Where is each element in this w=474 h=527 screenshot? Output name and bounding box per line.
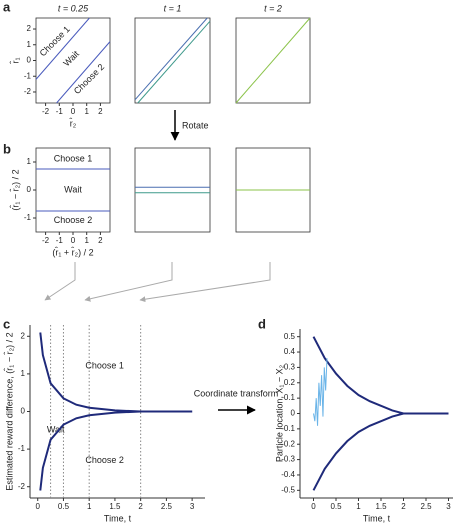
connector — [44, 262, 76, 301]
x-tick-label: 1.5 — [109, 502, 121, 511]
y-axis-label: Particle location, X₁ − X₂ — [274, 364, 284, 462]
series-line — [134, 17, 208, 101]
y-tick-label: -1 — [24, 213, 32, 222]
panel-title: t = 0.25 — [58, 3, 89, 13]
region-label: Wait — [61, 48, 81, 68]
y-tick-label: 2 — [27, 24, 32, 33]
x-tick-label: -2 — [42, 107, 50, 116]
x-tick-label: 2 — [98, 107, 103, 116]
x-tick-label: 1 — [84, 236, 89, 245]
y-tick-label: -1 — [24, 71, 32, 80]
series-line — [39, 410, 193, 491]
x-tick-label: 1.5 — [375, 502, 387, 511]
y-tick-label: 0.2 — [284, 378, 296, 387]
y-axis-label: Estimated reward difference, (r̂₁ − r̂₂)… — [4, 332, 15, 490]
x-tick-label: 3 — [446, 502, 451, 511]
connector — [84, 262, 173, 302]
series-line — [137, 20, 211, 104]
region-label: Choose 2 — [85, 455, 124, 465]
y-tick-label: -0.1 — [281, 424, 295, 433]
x-tick-label: -1 — [56, 107, 64, 116]
series-line — [313, 358, 328, 426]
y-tick-label: 0.4 — [284, 347, 296, 356]
x-tick-label: 1 — [84, 107, 89, 116]
connector — [139, 262, 271, 303]
x-tick-label: 3 — [190, 502, 195, 511]
x-tick-label: 0.5 — [58, 502, 70, 511]
x-tick-label: 0 — [35, 502, 40, 511]
y-axis-label: (r̂₁ − r̂₂) / 2 — [10, 169, 21, 210]
plot-frame — [235, 17, 311, 104]
region-label: Choose 1 — [85, 361, 124, 371]
plot-frame — [134, 147, 211, 233]
x-tick-label: 2 — [138, 502, 143, 511]
panel-title: t = 2 — [264, 3, 282, 13]
y-tick-label: -0.2 — [281, 439, 295, 448]
y-tick-label: -1 — [18, 444, 26, 453]
series-line — [312, 336, 449, 415]
y-tick-label: 1 — [27, 40, 32, 49]
x-tick-label: 2 — [98, 236, 103, 245]
region-label: Choose 2 — [54, 215, 93, 225]
x-axis-label: r̂₂ — [69, 118, 77, 129]
rotate-label: Rotate — [182, 120, 209, 130]
y-tick-label: -2 — [24, 87, 32, 96]
x-tick-label: 0.5 — [330, 502, 342, 511]
x-tick-label: 0 — [71, 107, 76, 116]
x-tick-label: 1 — [356, 502, 361, 511]
y-tick-label: -0.3 — [281, 455, 295, 464]
series-line — [312, 412, 449, 491]
x-tick-label: 2 — [401, 502, 406, 511]
y-tick-label: 2 — [21, 331, 26, 340]
series-line — [56, 41, 111, 104]
x-axis-label: Time, t — [104, 513, 132, 523]
y-tick-label: 1 — [21, 369, 26, 378]
panel-label: b — [3, 141, 11, 156]
plot-frame — [134, 17, 211, 104]
y-tick-label: 0 — [27, 185, 32, 194]
y-axis-label: r̂₁ — [10, 57, 21, 64]
y-tick-label: -0.5 — [281, 485, 295, 494]
y-tick-label: -2 — [18, 482, 26, 491]
x-tick-label: 2.5 — [420, 502, 432, 511]
region-label: Choose 1 — [54, 154, 93, 164]
y-tick-label: 0 — [27, 56, 32, 65]
y-tick-label: 0.5 — [284, 332, 296, 341]
region-label: Choose 1 — [38, 24, 72, 58]
x-tick-label: 0 — [311, 502, 316, 511]
region-label: Wait — [47, 425, 65, 435]
panel-label: c — [3, 316, 10, 331]
x-tick-label: 2.5 — [161, 502, 173, 511]
y-tick-label: 0 — [21, 407, 26, 416]
x-axis-label: Time, t — [363, 513, 391, 523]
y-tick-label: -0.4 — [281, 470, 295, 479]
x-tick-label: 0 — [71, 236, 76, 245]
y-tick-label: 0 — [291, 409, 296, 418]
panel-label: d — [258, 316, 266, 331]
transform-label: Coordinate transform — [194, 388, 279, 398]
x-tick-label: -2 — [42, 236, 50, 245]
y-tick-label: 0.1 — [284, 393, 296, 402]
y-tick-label: 1 — [27, 157, 32, 166]
series-line — [235, 17, 311, 104]
panel-title: t = 1 — [164, 3, 182, 13]
x-tick-label: 1 — [87, 502, 92, 511]
x-tick-label: -1 — [56, 236, 64, 245]
panel-label: a — [3, 0, 11, 14]
region-label: Wait — [64, 184, 82, 194]
y-tick-label: 0.3 — [284, 363, 296, 372]
x-axis-label: (r̂₁ + r̂₂) / 2 — [52, 247, 93, 258]
series-line — [35, 17, 90, 80]
